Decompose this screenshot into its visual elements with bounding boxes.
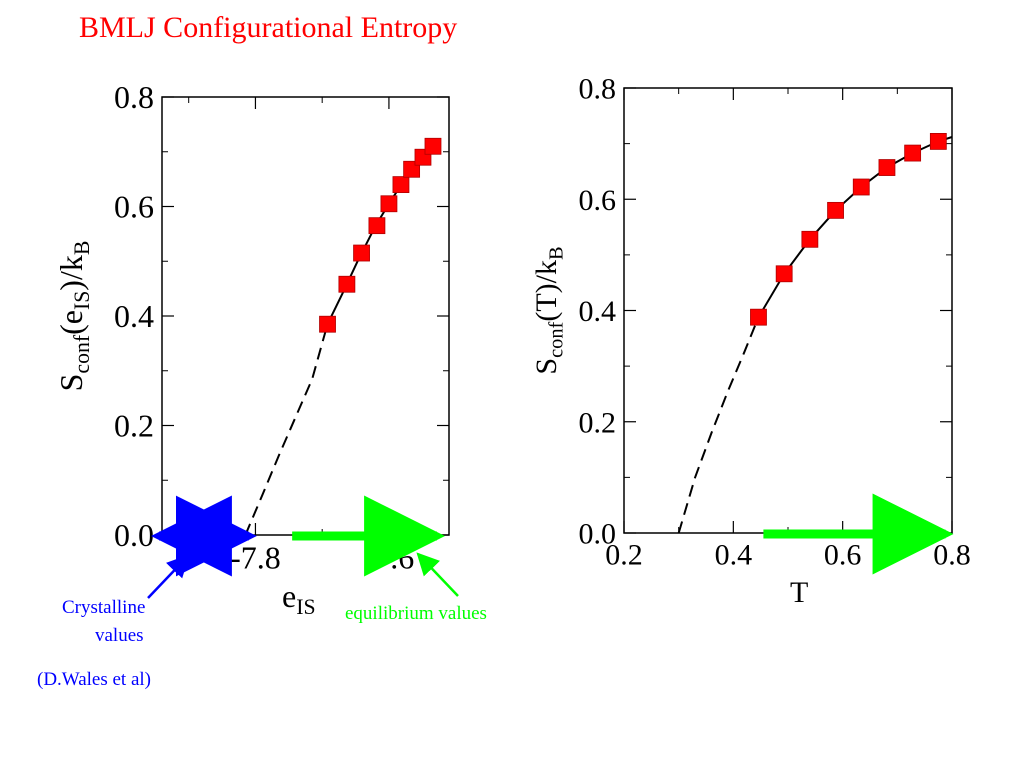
crystalline-citation: (D.Wales et al) bbox=[37, 669, 151, 690]
y-tick-label: 0.2 bbox=[579, 406, 617, 439]
chart-panel-1: 0.0 0.2 0.4 0.6 0.8 -7.8 -7.6 eIS Sconf(eIS)/kB bbox=[53, 79, 450, 619]
y-tick-label: 0.0 bbox=[579, 518, 617, 551]
x-tick-label: 0.6 bbox=[824, 539, 862, 572]
x-axis-label: T bbox=[790, 576, 808, 609]
data-point bbox=[929, 132, 947, 150]
data-point bbox=[775, 265, 793, 283]
x-tick-label: 0.8 bbox=[933, 539, 971, 572]
data-point bbox=[750, 308, 767, 326]
y-axis-label: Sconf(T)/kB bbox=[530, 246, 568, 374]
data-point bbox=[801, 230, 819, 248]
x-axis-label: eIS bbox=[282, 578, 316, 619]
y-tick-label: 0.6 bbox=[114, 189, 154, 225]
data-point bbox=[338, 275, 356, 293]
y-tick-label: 0.6 bbox=[579, 184, 617, 217]
data-point bbox=[353, 244, 370, 262]
equilibrium-pointer-arrow bbox=[416, 552, 459, 597]
y-tick-label: 0.8 bbox=[579, 73, 617, 106]
y-tick-label: 0.4 bbox=[114, 298, 154, 334]
data-point bbox=[368, 217, 386, 235]
y-tick-label: 0.0 bbox=[114, 517, 154, 553]
data-point bbox=[852, 178, 870, 196]
x-tick-label: 0.4 bbox=[715, 539, 753, 572]
data-point bbox=[827, 201, 844, 219]
fit-curve-solid bbox=[757, 136, 953, 318]
data-point bbox=[878, 159, 896, 176]
fit-curve-dashed bbox=[677, 316, 760, 534]
slide-title: BMLJ Configurational Entropy bbox=[79, 11, 458, 44]
y-tick-label: 0.8 bbox=[114, 79, 154, 115]
plot-frame bbox=[623, 87, 953, 534]
equilibrium-label: equilibrium values bbox=[345, 603, 487, 624]
fit-curve-dashed bbox=[244, 323, 329, 536]
crystalline-label-line1: Crystalline bbox=[62, 597, 146, 618]
crystalline-label-line2: values bbox=[95, 625, 144, 646]
data-point bbox=[904, 144, 922, 162]
data-point bbox=[424, 137, 442, 155]
data-point bbox=[380, 195, 398, 213]
y-tick-label: 0.4 bbox=[579, 295, 617, 328]
data-point bbox=[392, 176, 410, 194]
y-tick-label: 0.2 bbox=[114, 408, 154, 444]
crystalline-pointer-arrow bbox=[147, 554, 190, 599]
x-tick-label: -7.6 bbox=[364, 540, 415, 576]
data-point bbox=[319, 315, 336, 333]
y-axis-label: Sconf(eIS)/kB bbox=[53, 241, 94, 392]
x-tick-label: -7.8 bbox=[230, 540, 281, 576]
x-tick-label: 0.2 bbox=[605, 539, 643, 572]
